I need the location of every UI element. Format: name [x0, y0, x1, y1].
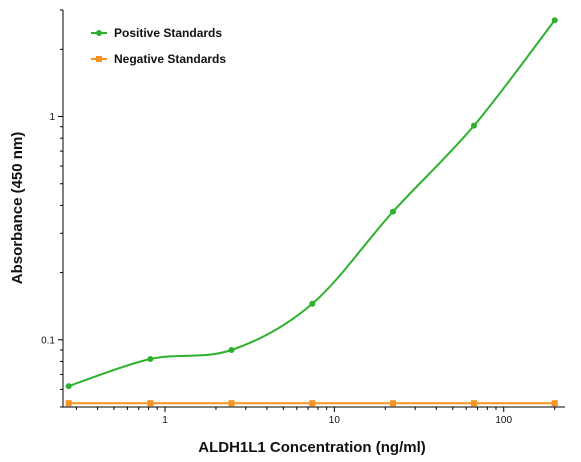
- x-axis-title: ALDH1L1 Concentration (ng/ml): [198, 439, 426, 456]
- y-axis-title: Absorbance (450 nm): [9, 132, 26, 285]
- data-point: [147, 356, 154, 363]
- legend-item: Negative Standards: [91, 52, 226, 66]
- legend-label: Negative Standards: [114, 52, 226, 66]
- data-point: [390, 400, 397, 407]
- data-point: [228, 347, 235, 354]
- data-point: [551, 17, 558, 24]
- data-point: [228, 400, 235, 407]
- legend-item: Positive Standards: [91, 26, 222, 40]
- data-point: [390, 208, 397, 215]
- x-axis: 1 10 100: [63, 406, 565, 426]
- x-tick-label: 100: [495, 415, 512, 426]
- y-ticks: 0.11: [41, 9, 63, 408]
- data-point: [147, 400, 154, 407]
- data-point: [470, 400, 477, 407]
- data-point: [551, 400, 558, 407]
- y-tick-label: 0.1: [41, 335, 55, 346]
- legend-swatch-marker: [96, 56, 102, 62]
- x-tick-label: 10: [329, 415, 341, 426]
- legend: Positive Standards Negative Standards: [91, 26, 226, 66]
- data-point: [309, 300, 316, 307]
- series-negative-standards: [65, 400, 558, 407]
- x-ticks: 1 10 100: [75, 407, 556, 426]
- data-point: [65, 383, 72, 390]
- y-axis: 0.11: [41, 9, 64, 408]
- y-tick-label: 1: [49, 112, 55, 123]
- x-tick-label: 1: [162, 415, 168, 426]
- data-point: [470, 122, 477, 129]
- series-layer: [65, 17, 558, 407]
- data-point: [65, 400, 72, 407]
- data-point: [309, 400, 316, 407]
- legend-swatch-marker: [96, 30, 102, 36]
- series-line: [68, 19, 556, 388]
- series-positive-standards: [65, 17, 558, 390]
- legend-label: Positive Standards: [114, 26, 222, 40]
